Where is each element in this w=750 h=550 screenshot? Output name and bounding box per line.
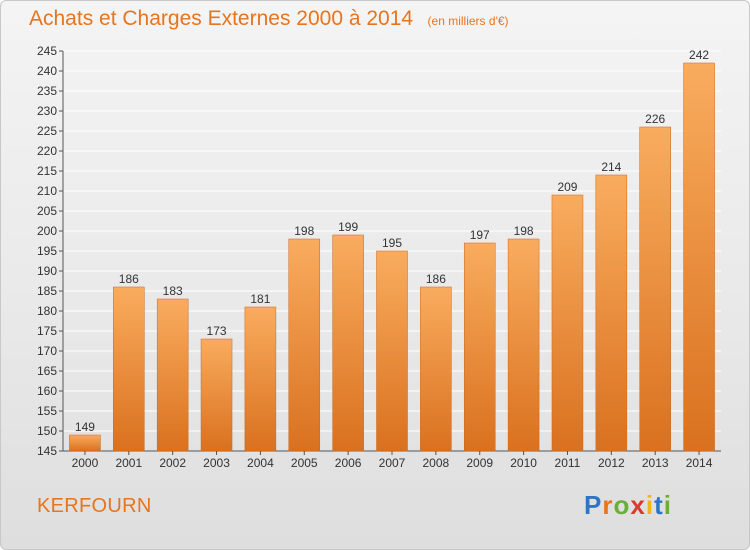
x-tick-label: 2006 — [335, 456, 362, 470]
y-tick-label: 170 — [37, 344, 57, 358]
y-tick-label: 195 — [37, 244, 57, 258]
x-tick-label: 2011 — [555, 456, 581, 470]
data-label: 197 — [470, 228, 490, 242]
x-tick-label: 2013 — [642, 456, 669, 470]
chart-title: Achats et Charges Externes 2000 à 2014 — [29, 7, 414, 30]
y-tick-label: 150 — [37, 424, 57, 438]
x-tick-label: 2004 — [247, 456, 274, 470]
y-tick-label: 220 — [37, 144, 57, 158]
y-tick-label: 160 — [37, 384, 57, 398]
data-label: 181 — [250, 292, 270, 306]
data-label: 149 — [75, 420, 95, 434]
y-tick-label: 235 — [37, 84, 57, 98]
bar — [332, 234, 364, 452]
title-block: Achats et Charges Externes 2000 à 2014 (… — [29, 7, 509, 31]
y-tick-label: 190 — [37, 264, 57, 278]
bar — [113, 286, 145, 452]
brand-letter: i — [645, 490, 655, 520]
brand-letter: P — [584, 490, 603, 520]
bar — [156, 298, 189, 452]
x-tick-label: 2009 — [466, 456, 493, 470]
y-tick-label: 155 — [37, 404, 57, 418]
brand-letter: i — [663, 490, 672, 520]
bar — [69, 434, 101, 452]
x-tick-label: 2000 — [72, 456, 99, 470]
bar — [244, 306, 277, 452]
data-label: 198 — [294, 224, 314, 238]
x-tick-label: 2007 — [379, 456, 406, 470]
y-tick-label: 230 — [37, 104, 57, 118]
bar — [683, 62, 715, 452]
data-label: 214 — [601, 160, 621, 174]
data-label: 199 — [338, 220, 358, 234]
y-tick-label: 215 — [37, 164, 57, 178]
x-tick-label: 2001 — [115, 456, 142, 470]
bar — [595, 174, 628, 452]
data-label: 183 — [163, 284, 183, 298]
brand-letter: t — [654, 490, 664, 520]
data-label: 173 — [207, 324, 227, 338]
y-tick-label: 245 — [37, 44, 57, 58]
data-label: 186 — [119, 272, 139, 286]
data-label: 186 — [426, 272, 446, 286]
x-tick-label: 2014 — [686, 456, 713, 470]
y-tick-label: 210 — [37, 184, 57, 198]
y-tick-label: 165 — [37, 364, 57, 378]
bar — [200, 338, 233, 452]
y-tick-label: 240 — [37, 64, 57, 78]
data-label: 226 — [645, 112, 665, 126]
x-tick-label: 2010 — [510, 456, 537, 470]
x-tick-label: 2008 — [423, 456, 450, 470]
y-tick-label: 145 — [37, 444, 57, 458]
chart-subtitle: (en milliers d'€) — [427, 14, 509, 28]
data-label: 209 — [557, 180, 577, 194]
data-label: 198 — [514, 224, 534, 238]
bar — [288, 238, 321, 452]
place-name: KERFOURN — [37, 495, 152, 517]
x-tick-label: 2005 — [291, 456, 318, 470]
y-tick-label: 205 — [37, 204, 57, 218]
x-tick-label: 2012 — [598, 456, 625, 470]
y-tick-label: 185 — [37, 284, 57, 298]
y-tick-label: 225 — [37, 124, 57, 138]
y-tick-label: 200 — [37, 224, 57, 238]
bar — [507, 238, 540, 452]
bar — [551, 194, 584, 452]
bar — [420, 286, 452, 452]
bar — [376, 250, 408, 452]
brand-letter: o — [613, 490, 631, 520]
x-tick-label: 2003 — [203, 456, 230, 470]
data-label: 195 — [382, 236, 402, 250]
x-tick-label: 2002 — [159, 456, 186, 470]
brand-letter: x — [630, 490, 646, 520]
data-label: 242 — [689, 48, 709, 62]
bar — [463, 242, 496, 452]
brand-logo: Proxiti — [584, 490, 672, 521]
y-tick-label: 175 — [37, 324, 57, 338]
bar — [639, 126, 671, 452]
y-tick-label: 180 — [37, 304, 57, 318]
brand-letter: r — [602, 490, 614, 520]
